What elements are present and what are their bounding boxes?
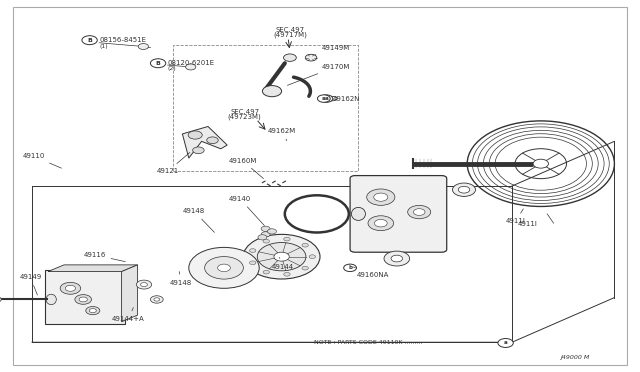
- Circle shape: [186, 64, 196, 70]
- Circle shape: [533, 159, 548, 168]
- Circle shape: [188, 131, 202, 139]
- Text: 49148: 49148: [170, 272, 192, 286]
- Circle shape: [284, 54, 296, 61]
- Text: a: a: [504, 340, 508, 346]
- FancyBboxPatch shape: [350, 176, 447, 252]
- Text: 49160NA: 49160NA: [353, 267, 390, 278]
- Text: 49160M: 49160M: [228, 158, 264, 179]
- Ellipse shape: [326, 96, 337, 101]
- Circle shape: [218, 264, 230, 272]
- Text: NOTE : PARTS CODE 49110K .........: NOTE : PARTS CODE 49110K .........: [314, 340, 422, 346]
- Circle shape: [90, 309, 96, 312]
- Text: 49149M: 49149M: [315, 45, 349, 55]
- Circle shape: [268, 229, 276, 234]
- Circle shape: [207, 137, 218, 144]
- Circle shape: [189, 247, 259, 288]
- Text: 08156-8451E: 08156-8451E: [99, 37, 146, 43]
- Text: B: B: [156, 61, 161, 66]
- Circle shape: [136, 280, 152, 289]
- Text: (49723M): (49723M): [228, 113, 262, 120]
- Circle shape: [150, 296, 163, 303]
- Text: 49149: 49149: [19, 274, 42, 295]
- Text: 4911l: 4911l: [506, 209, 525, 224]
- Circle shape: [452, 183, 476, 196]
- Text: 49144: 49144: [272, 257, 294, 270]
- Text: J49000 M: J49000 M: [559, 355, 589, 360]
- Text: a: a: [322, 96, 326, 101]
- Text: B: B: [87, 38, 92, 43]
- Circle shape: [0, 296, 1, 302]
- Circle shape: [302, 266, 308, 270]
- Text: (2): (2): [168, 66, 177, 71]
- Text: 49140: 49140: [229, 196, 264, 225]
- Text: SEC.497: SEC.497: [230, 109, 260, 115]
- FancyBboxPatch shape: [45, 270, 125, 324]
- Circle shape: [309, 255, 316, 259]
- Circle shape: [258, 235, 267, 240]
- Text: 49110: 49110: [22, 153, 61, 168]
- Text: 49144+A: 49144+A: [112, 308, 145, 322]
- FancyBboxPatch shape: [13, 7, 627, 365]
- Circle shape: [205, 257, 243, 279]
- Circle shape: [243, 234, 320, 279]
- Polygon shape: [182, 126, 227, 158]
- Text: (1): (1): [99, 44, 108, 49]
- Circle shape: [344, 264, 356, 272]
- Circle shape: [408, 205, 431, 219]
- Circle shape: [384, 251, 410, 266]
- Text: 49116: 49116: [83, 252, 125, 262]
- Circle shape: [302, 243, 308, 247]
- Circle shape: [413, 209, 425, 215]
- Circle shape: [284, 237, 290, 241]
- Text: 49170M: 49170M: [287, 64, 349, 85]
- Circle shape: [368, 216, 394, 231]
- Circle shape: [150, 59, 166, 68]
- Polygon shape: [122, 265, 138, 322]
- Text: b: b: [348, 265, 352, 270]
- Polygon shape: [48, 265, 138, 272]
- Text: 49162M: 49162M: [268, 128, 296, 141]
- Text: 49162N: 49162N: [333, 96, 360, 102]
- Circle shape: [82, 36, 97, 45]
- Circle shape: [86, 307, 100, 315]
- Circle shape: [65, 285, 76, 291]
- Circle shape: [257, 243, 306, 271]
- Circle shape: [261, 226, 270, 231]
- Circle shape: [193, 147, 204, 154]
- Circle shape: [250, 261, 256, 264]
- Circle shape: [263, 239, 269, 243]
- Circle shape: [498, 339, 513, 347]
- Circle shape: [250, 249, 256, 253]
- Circle shape: [317, 95, 330, 102]
- Circle shape: [261, 232, 270, 237]
- Circle shape: [320, 95, 333, 102]
- Circle shape: [138, 44, 148, 49]
- Ellipse shape: [46, 294, 56, 305]
- Text: SEC.497: SEC.497: [275, 27, 305, 33]
- Text: 08120-6201E: 08120-6201E: [168, 60, 215, 66]
- Circle shape: [374, 193, 388, 201]
- Ellipse shape: [351, 208, 365, 220]
- Circle shape: [391, 255, 403, 262]
- Circle shape: [141, 283, 147, 286]
- Circle shape: [458, 186, 470, 193]
- Circle shape: [305, 54, 317, 61]
- Circle shape: [154, 298, 160, 301]
- Text: 49148: 49148: [183, 208, 214, 232]
- Circle shape: [374, 219, 387, 227]
- Circle shape: [75, 295, 92, 304]
- Text: a: a: [324, 96, 328, 101]
- Text: 4911l: 4911l: [518, 221, 538, 227]
- Circle shape: [79, 297, 87, 302]
- Circle shape: [284, 272, 290, 276]
- Text: (49717M): (49717M): [273, 31, 307, 38]
- Circle shape: [262, 86, 282, 97]
- Text: 49121: 49121: [157, 153, 190, 174]
- Circle shape: [263, 270, 269, 274]
- Circle shape: [60, 282, 81, 294]
- Circle shape: [367, 189, 395, 205]
- Circle shape: [274, 252, 289, 261]
